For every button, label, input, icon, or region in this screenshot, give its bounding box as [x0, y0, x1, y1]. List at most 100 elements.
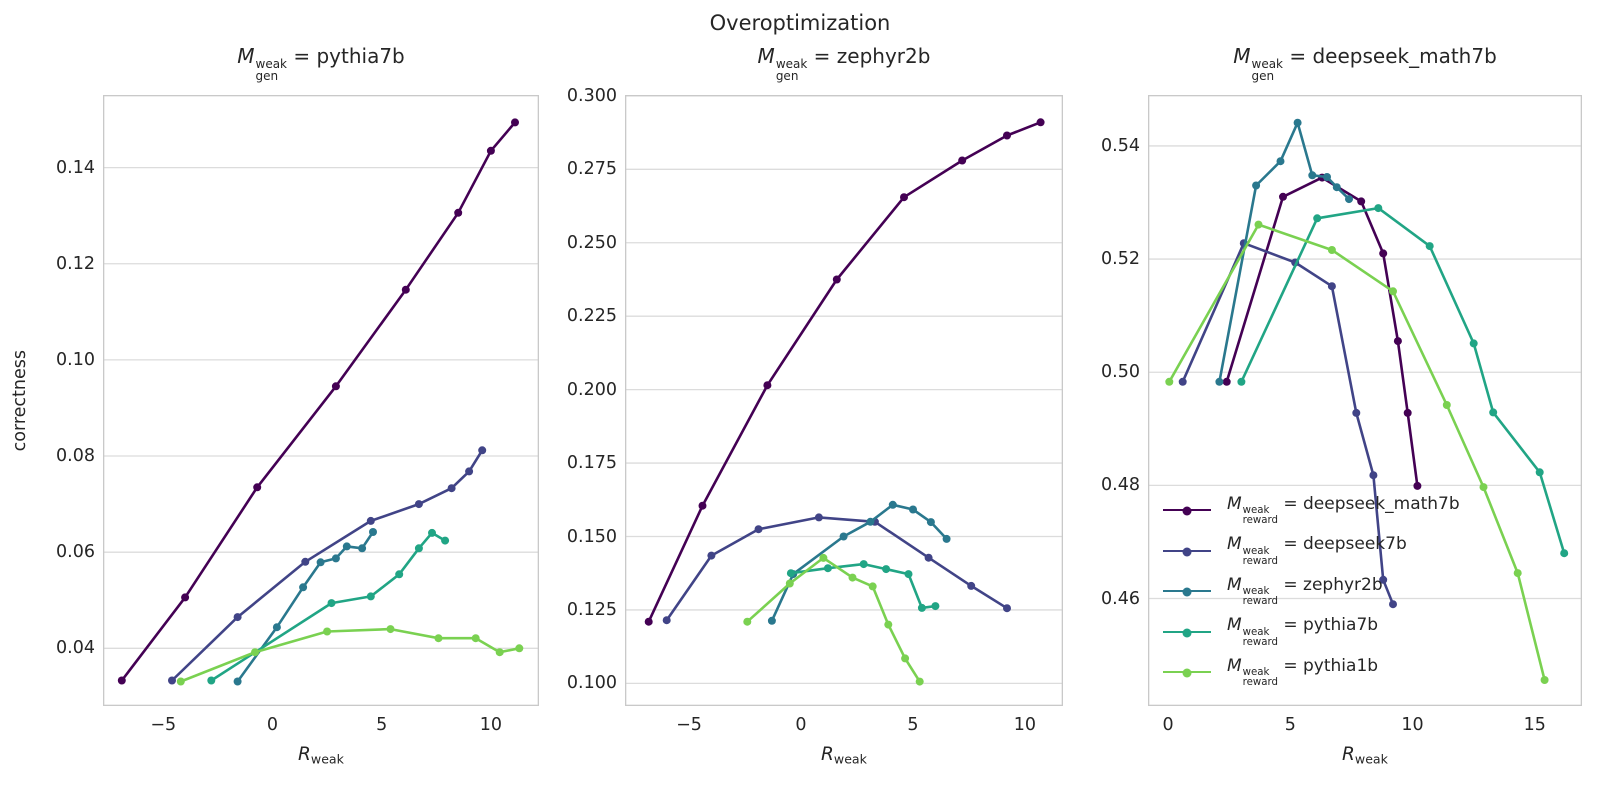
- data-point-deepseek_math7b: [1003, 131, 1011, 140]
- series-line-pythia1b: [179, 627, 521, 683]
- data-point-zephyr2b: [1252, 181, 1261, 190]
- axes-spines: [625, 95, 1063, 706]
- math-subscript: reward: [1242, 515, 1278, 527]
- x-tick-label: 0: [1162, 715, 1174, 735]
- y-tick-label: 0.50: [1101, 362, 1140, 383]
- math-superscript: weak: [775, 56, 808, 71]
- data-point-pythia7b: [882, 565, 891, 574]
- data-point-pythia1b: [901, 654, 910, 663]
- math-var-M: M: [237, 43, 255, 68]
- data-point-pythia1b: [819, 553, 828, 562]
- data-point-deepseek_math7b: [511, 118, 519, 127]
- data-point-zephyr2b: [331, 554, 340, 563]
- legend-line-swatch: [1163, 547, 1211, 557]
- x-axis-label: Rweak: [625, 740, 1063, 770]
- y-tick-label: 0.275: [566, 159, 617, 180]
- y-axis-label: correctness: [10, 349, 30, 452]
- data-point-zephyr2b: [316, 558, 325, 567]
- data-point-deepseek_math7b: [1403, 408, 1412, 417]
- y-tick-label: 0.08: [56, 446, 95, 467]
- data-point-pythia7b: [823, 564, 832, 573]
- y-tick-label: 0.150: [566, 526, 617, 547]
- y-tick-label: 0.06: [56, 542, 95, 563]
- data-point-deepseek_math7b: [1413, 481, 1422, 490]
- data-point-pythia1b: [1254, 220, 1263, 229]
- series-line-pythia7b: [210, 531, 447, 682]
- series-line-pythia7b: [1240, 206, 1566, 555]
- data-point-pythia7b: [1237, 377, 1246, 386]
- data-point-deepseek_math7b: [1222, 377, 1231, 386]
- math-var-R: R: [1342, 743, 1355, 765]
- data-point-deepseek_math7b: [1279, 192, 1287, 201]
- model-name: = deepseek7b: [1277, 534, 1407, 555]
- series-line-deepseek_math7b: [120, 121, 517, 682]
- math-superscript: weak: [1242, 626, 1270, 638]
- data-point-pythia1b: [1442, 401, 1451, 409]
- data-point-pythia7b: [1469, 339, 1478, 348]
- data-point-deepseek7b: [1389, 600, 1397, 609]
- data-point-zephyr2b: [926, 518, 935, 527]
- series-line-pythia1b: [746, 556, 922, 683]
- math-superscript: weak: [1242, 545, 1270, 557]
- math-var-M: M: [1227, 574, 1242, 595]
- data-point-pythia7b: [414, 544, 423, 553]
- data-point-deepseek_math7b: [1393, 337, 1402, 346]
- math-subscript: gen: [255, 69, 279, 84]
- data-point-pythia1b: [848, 573, 857, 582]
- data-point-pythia1b: [176, 677, 185, 686]
- data-point-deepseek7b: [1352, 408, 1361, 417]
- y-tick-label: 0.300: [566, 85, 617, 106]
- data-point-zephyr2b: [866, 517, 875, 526]
- y-tick-label: 0.04: [56, 638, 95, 659]
- y-tick-label: 0.200: [566, 379, 617, 400]
- data-point-deepseek_math7b: [117, 676, 126, 685]
- math-subscript: reward: [1242, 677, 1278, 689]
- plot-area-zephyr2b: [625, 95, 1063, 706]
- data-point-pythia1b: [743, 617, 752, 626]
- figure-title: Overoptimization: [709, 11, 891, 35]
- math-var-M: M: [1233, 43, 1251, 68]
- x-tick-label: 0: [266, 715, 279, 735]
- data-point-deepseek7b: [414, 500, 423, 509]
- model-name: = pythia7b: [1277, 615, 1379, 636]
- x-tick-label: 5: [376, 715, 388, 735]
- math-var-M: M: [1227, 615, 1242, 636]
- data-point-deepseek_math7b: [1379, 249, 1388, 258]
- data-point-deepseek_math7b: [486, 146, 495, 155]
- series-line-deepseek_math7b: [647, 120, 1042, 624]
- x-tick-label: 10: [1013, 715, 1037, 735]
- data-point-deepseek_math7b: [698, 501, 707, 510]
- math-scripts: weak reward: [1242, 667, 1278, 689]
- data-point-deepseek7b: [1178, 377, 1187, 386]
- data-point-deepseek7b: [1003, 604, 1011, 613]
- series-line-deepseek7b: [665, 516, 1009, 622]
- x-tick-label: 5: [907, 715, 919, 735]
- data-point-pythia7b: [1535, 468, 1544, 477]
- series-line-pythia1b: [1167, 223, 1546, 682]
- legend-marker-dot: [1182, 628, 1192, 638]
- data-point-deepseek7b: [662, 616, 671, 625]
- data-point-pythia7b: [1560, 549, 1569, 558]
- legend-line-swatch: [1163, 628, 1211, 638]
- data-point-deepseek_math7b: [644, 617, 653, 626]
- data-point-deepseek7b: [168, 676, 176, 685]
- data-point-pythia7b: [395, 570, 404, 579]
- data-point-pythia1b: [1327, 246, 1336, 254]
- data-point-zephyr2b: [839, 532, 848, 541]
- legend-line-swatch: [1163, 506, 1211, 516]
- data-point-pythia1b: [471, 634, 480, 643]
- axes-spines: [103, 95, 539, 706]
- data-point-pythia7b: [366, 592, 375, 601]
- math-var-M: M: [757, 43, 775, 68]
- data-point-pythia1b: [323, 627, 332, 636]
- data-point-pythia1b: [884, 620, 893, 629]
- series-line-pythia7b: [789, 562, 937, 610]
- model-name: = zephyr2b: [1277, 574, 1383, 595]
- data-point-deepseek7b: [754, 525, 763, 534]
- data-point-pythia1b: [495, 648, 504, 657]
